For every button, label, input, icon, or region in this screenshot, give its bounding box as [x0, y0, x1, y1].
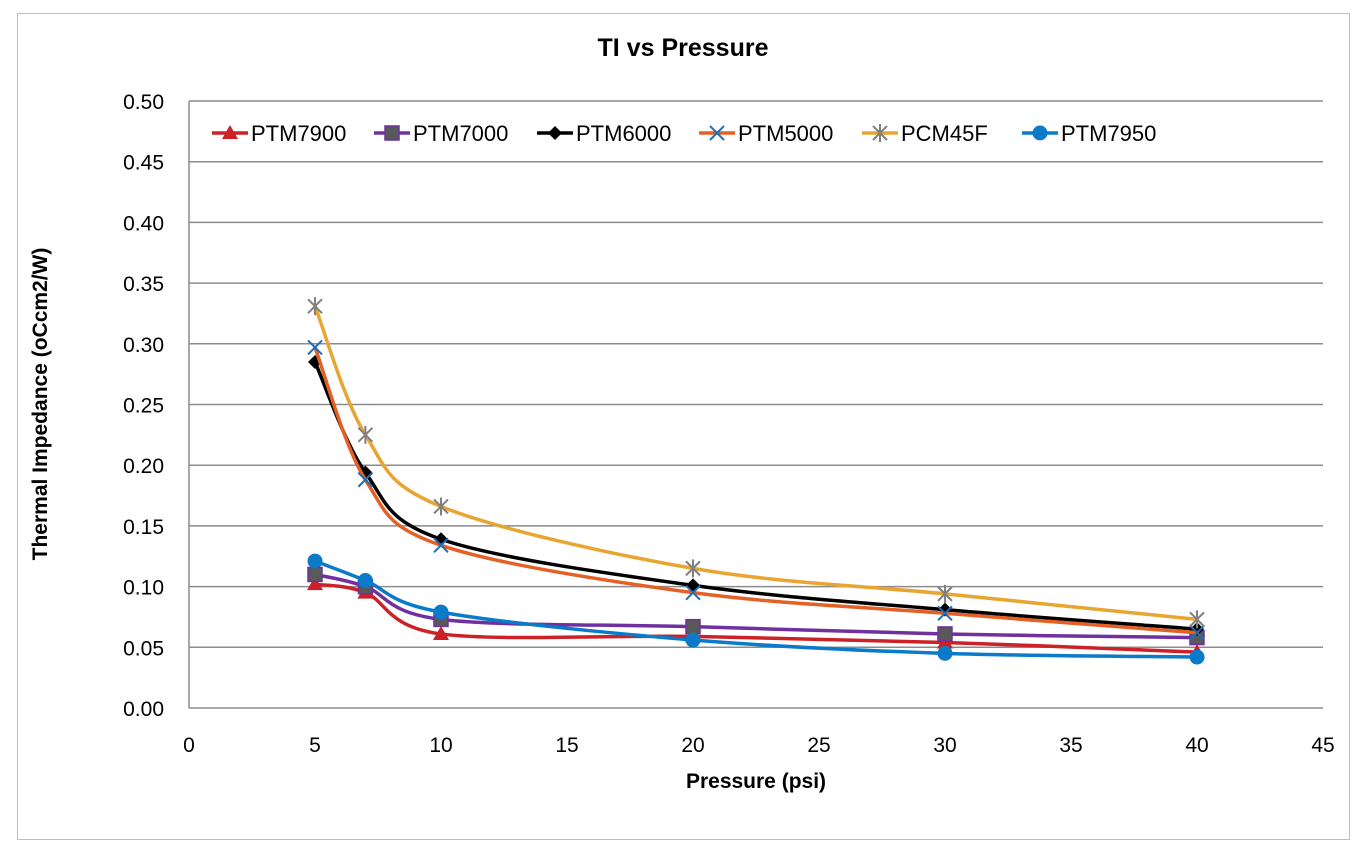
x-tick-label: 15: [555, 734, 578, 757]
data-point: [685, 559, 701, 578]
y-axis-title: Thermal Impedance (oCcm2/W): [29, 248, 52, 561]
series-group: [307, 297, 1205, 665]
series-line: [313, 559, 1199, 659]
x-tick-labels: 0 5 10 15 20 25 30 35 40 45: [183, 734, 1335, 757]
series-line: [313, 304, 1199, 622]
data-point: [433, 625, 449, 640]
data-point: [307, 297, 323, 316]
legend-label: PCM45F: [901, 121, 988, 146]
y-tick-label: 0.50: [123, 91, 164, 114]
x-tick-label: 25: [807, 734, 830, 757]
y-tick-label: 0.10: [123, 577, 164, 600]
data-point: [357, 472, 374, 488]
y-tick-label: 0.05: [123, 637, 164, 660]
y-tick-label: 0.35: [123, 273, 164, 296]
data-point: [685, 584, 701, 601]
y-tick-labels: 0.00 0.05 0.10 0.15 0.20 0.25 0.30 0.35 0.40 0.45…: [123, 91, 164, 721]
data-point: [1189, 625, 1205, 641]
legend-item-pcm45f: PCM45F: [862, 121, 988, 146]
axes: [188, 101, 1323, 709]
series-line: [313, 360, 1199, 631]
legend-marker-icon: [709, 125, 725, 141]
data-point: [433, 604, 449, 620]
x-tick-label: 30: [933, 734, 956, 757]
data-point: [937, 584, 953, 603]
legend-item-ptm6000: PTM6000: [537, 121, 671, 146]
chart-frame: [17, 13, 1350, 840]
series-line: [313, 345, 1199, 635]
legend-label: PTM6000: [576, 121, 671, 146]
x-tick-label: 0: [183, 734, 195, 757]
data-point: [685, 618, 701, 635]
data-point: [357, 425, 374, 444]
series-ptm7950: [307, 553, 1205, 665]
legend-marker-icon: [872, 124, 888, 142]
data-point: [1189, 649, 1205, 665]
y-tick-label: 0.45: [123, 152, 164, 175]
series-line: [313, 582, 1199, 654]
data-point: [685, 632, 701, 648]
legend-item-ptm7900: PTM7900: [212, 121, 346, 146]
x-tick-label: 10: [429, 734, 452, 757]
data-point: [307, 553, 323, 569]
legend-label: PTM7900: [251, 121, 346, 146]
x-tick-label: 35: [1059, 734, 1082, 757]
chart-title: TI vs Pressure: [598, 34, 769, 62]
y-tick-label: 0.20: [123, 455, 164, 478]
series-line: [313, 572, 1199, 640]
legend-marker-icon: [1032, 125, 1048, 141]
data-point: [307, 566, 323, 583]
x-tick-label: 40: [1185, 734, 1208, 757]
x-tick-label: 45: [1311, 734, 1334, 757]
legend-item-ptm7000: PTM7000: [374, 121, 508, 146]
legend: PTM7900 PTM7000 PTM6000 PTM5000 PCM45F PTM795…: [212, 121, 1156, 146]
legend-marker-icon: [222, 125, 238, 139]
data-point: [357, 573, 373, 589]
legend-marker-icon: [384, 125, 400, 141]
x-tick-label: 20: [681, 734, 704, 757]
data-point: [433, 537, 449, 554]
data-point: [1189, 610, 1205, 629]
y-tick-label: 0.30: [123, 334, 164, 357]
data-point: [937, 645, 953, 661]
data-point: [937, 626, 953, 642]
data-point: [937, 605, 953, 622]
data-point: [307, 576, 323, 591]
legend-marker-icon: [548, 126, 562, 140]
series-ptm5000: [307, 339, 1205, 641]
legend-label: PTM5000: [738, 121, 833, 146]
series-ptm6000: [308, 355, 1204, 637]
y-tick-label: 0.25: [123, 395, 164, 418]
data-point: [433, 497, 449, 516]
x-tick-label: 5: [309, 734, 321, 757]
legend-label: PTM7000: [413, 121, 508, 146]
legend-item-ptm5000: PTM5000: [699, 121, 833, 146]
grid-lines: [189, 100, 1323, 649]
y-tick-label: 0.15: [123, 516, 164, 539]
series-pcm45f: [307, 297, 1205, 629]
y-tick-label: 0.00: [123, 698, 164, 721]
data-point: [307, 339, 323, 356]
x-axis-title: Pressure (psi): [686, 770, 826, 793]
legend-label: PTM7950: [1061, 121, 1156, 146]
legend-item-ptm7950: PTM7950: [1022, 121, 1156, 146]
y-tick-label: 0.40: [123, 212, 164, 235]
